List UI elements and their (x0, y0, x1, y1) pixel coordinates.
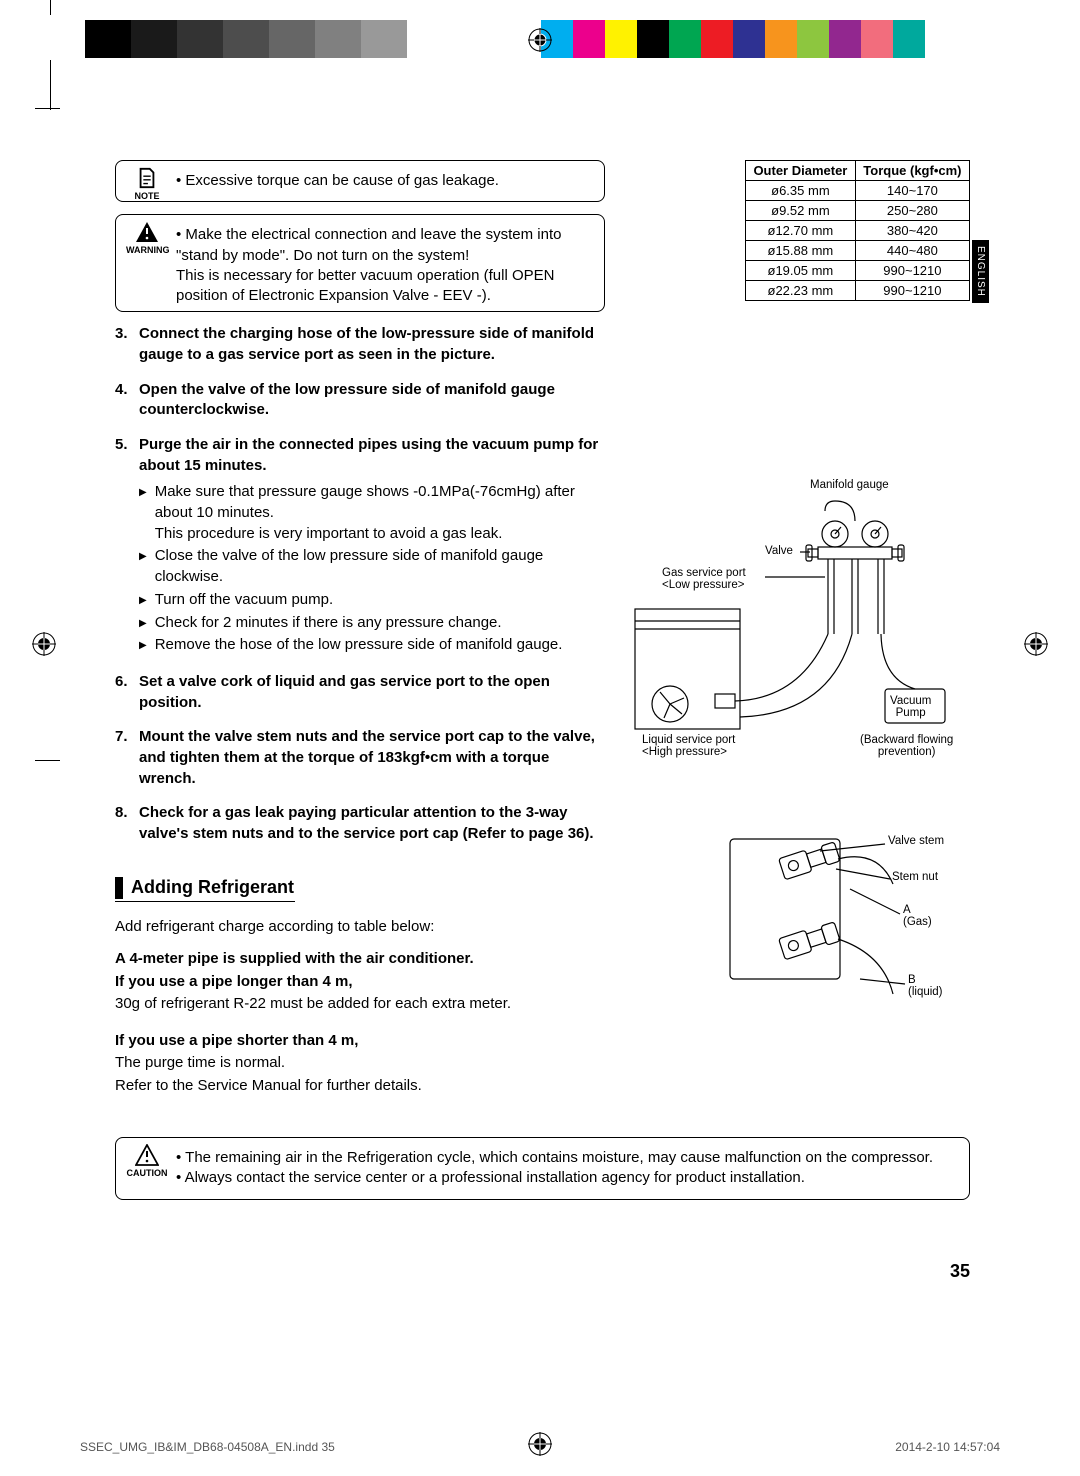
note-callout: NOTE Excessive torque can be cause of ga… (115, 160, 605, 202)
step-number: 4. (115, 380, 139, 421)
color-colorbar (541, 20, 925, 50)
caution-icon (135, 1144, 159, 1166)
valve-stem-diagram: Valve stem Stem nut A (Gas) B (liquid) (710, 809, 970, 1029)
step-subitem: Turn off the vacuum pump. (155, 590, 333, 611)
dia-label-vacuum: Vacuum Pump (890, 695, 931, 719)
note-label: NOTE (126, 191, 168, 201)
th-outer-diameter: Outer Diameter (746, 161, 856, 181)
step-title: Set a valve cork of liquid and gas servi… (139, 672, 605, 713)
warning-label: WARNING (126, 245, 168, 255)
caution-label: CAUTION (126, 1168, 168, 1178)
table-cell: 380~420 (855, 221, 969, 241)
dia-label-backward: (Backward flowing prevention) (860, 734, 953, 758)
registration-mark-icon (528, 28, 552, 52)
dia-label-valve-stem: Valve stem (888, 835, 944, 847)
registration-mark-icon (1024, 632, 1048, 656)
crop-mark (50, 60, 51, 110)
table-cell: 990~1210 (855, 261, 969, 281)
grayscale-colorbar (85, 20, 407, 50)
footer-right: 2014-2-10 14:57:04 (895, 1440, 1000, 1454)
warning-callout: WARNING Make the electrical connection a… (115, 214, 605, 312)
section-bar (115, 877, 123, 899)
step-title: Purge the air in the connected pipes usi… (139, 435, 605, 476)
th-torque: Torque (kgf•cm) (855, 161, 969, 181)
table-cell: ø6.35 mm (746, 181, 856, 201)
section-line3: Refer to the Service Manual for further … (115, 1075, 970, 1098)
step-title: Open the valve of the low pressure side … (139, 380, 605, 421)
caution-text-2: Always contact the service center or a p… (176, 1168, 955, 1188)
crop-mark (35, 760, 60, 761)
table-cell: ø12.70 mm (746, 221, 856, 241)
dia-label-stem-nut: Stem nut (892, 871, 938, 883)
dia-label-b-liquid: B (liquid) (908, 974, 943, 998)
step-number: 7. (115, 727, 139, 789)
dia-label-a-gas: A (Gas) (903, 904, 932, 928)
dia-label-liquid-port: Liquid service port <High pressure> (642, 734, 735, 758)
language-tab: ENGLISH (972, 240, 989, 303)
crop-mark (50, 0, 51, 15)
step-title: Mount the valve stem nuts and the servic… (139, 727, 605, 789)
table-cell: 140~170 (855, 181, 969, 201)
step-title: Connect the charging hose of the low-pre… (139, 324, 605, 365)
note-icon (136, 167, 158, 189)
dia-label-manifold: Manifold gauge (810, 479, 889, 491)
caution-callout: CAUTION The remaining air in the Refrige… (115, 1137, 970, 1200)
step-subitem: Make sure that pressure gauge shows -0.1… (155, 482, 605, 544)
table-cell: ø19.05 mm (746, 261, 856, 281)
page-number: 35 (950, 1261, 970, 1282)
step-number: 3. (115, 324, 139, 365)
step-number: 5. (115, 435, 139, 658)
table-cell: 250~280 (855, 201, 969, 221)
warning-text: Make the electrical connection and leave… (176, 225, 590, 306)
warning-icon (135, 221, 159, 243)
torque-table: Outer Diameter Torque (kgf•cm) ø6.35 mm1… (745, 160, 970, 301)
footer-left: SSEC_UMG_IB&IM_DB68-04508A_EN.indd 35 (80, 1440, 335, 1454)
step-subitem: Close the valve of the low pressure side… (155, 546, 605, 587)
step-number: 8. (115, 803, 139, 844)
registration-mark-icon (32, 632, 56, 656)
dia-label-valve: Valve (765, 545, 793, 557)
section-heading: Adding Refrigerant (131, 877, 294, 898)
section-line2: The purge time is normal. (115, 1052, 970, 1075)
manifold-gauge-diagram: Manifold gauge Valve Gas service port <L… (620, 479, 970, 774)
table-cell: ø9.52 mm (746, 201, 856, 221)
step-subitem: Check for 2 minutes if there is any pres… (155, 613, 502, 634)
table-cell: 440~480 (855, 241, 969, 261)
step-title: Check for a gas leak paying particular a… (139, 803, 605, 844)
crop-mark (35, 108, 60, 109)
table-cell: 990~1210 (855, 281, 969, 301)
table-cell: ø22.23 mm (746, 281, 856, 301)
step-subitem: Remove the hose of the low pressure side… (155, 635, 563, 656)
table-cell: ø15.88 mm (746, 241, 856, 261)
section-bold3: If you use a pipe shorter than 4 m, (115, 1030, 970, 1053)
caution-text-1: The remaining air in the Refrigeration c… (176, 1148, 955, 1168)
dia-label-gas-port: Gas service port <Low pressure> (662, 567, 746, 591)
note-text: Excessive torque can be cause of gas lea… (176, 171, 590, 191)
print-footer: SSEC_UMG_IB&IM_DB68-04508A_EN.indd 35 20… (80, 1440, 1000, 1454)
step-number: 6. (115, 672, 139, 713)
